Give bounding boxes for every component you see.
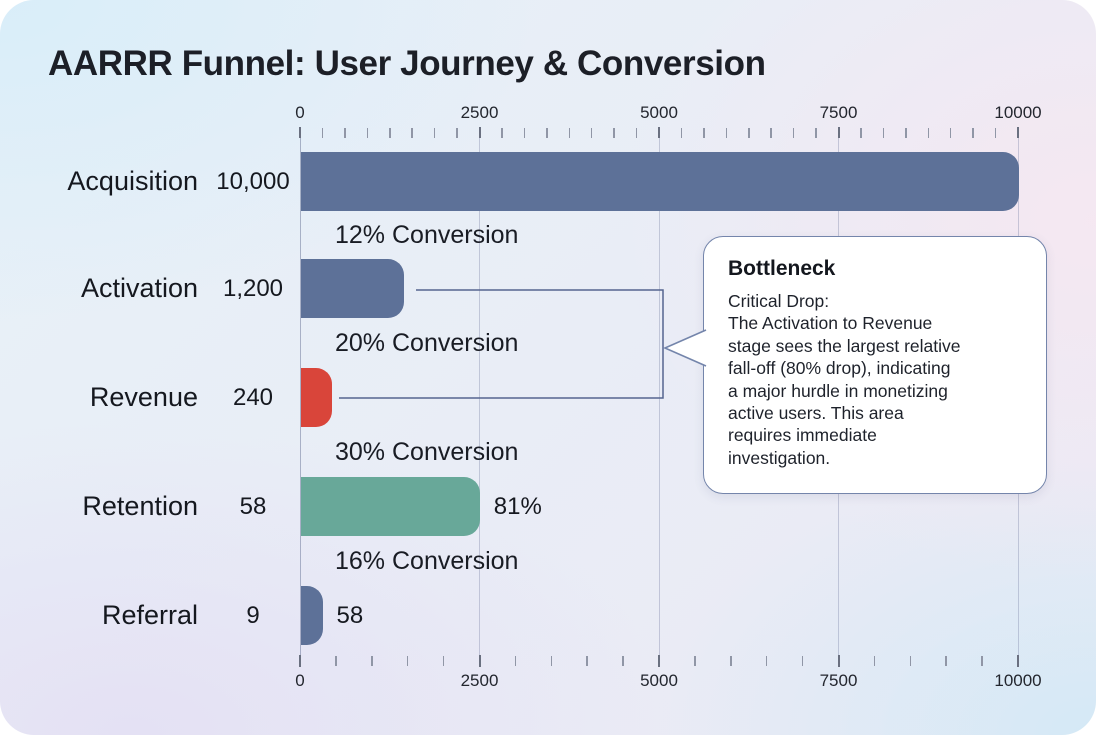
top-axis-minor-tick [411,128,413,138]
bottom-axis-minor-tick [442,656,445,666]
bottom-axis-label-10000: 10000 [994,671,1042,690]
top-axis-minor-tick [815,128,817,138]
bottom-axis-minor-tick [694,656,696,666]
top-axis-minor-tick [770,128,772,138]
top-axis-minor-tick [748,128,750,138]
bar-outside-label-referral: 58 [336,601,364,629]
top-axis-minor-tick [456,128,458,138]
bottom-axis-minor-tick [550,656,553,666]
bottom-axis-tick-10000 [1017,655,1019,667]
top-axis-label-2500: 2500 [460,103,499,122]
top-axis-minor-tick [590,128,593,138]
bottom-axis-tick-0 [299,655,301,667]
top-axis-minor-tick [613,128,615,138]
top-axis-label-5000: 5000 [640,103,678,122]
bottom-axis-minor-tick [406,656,409,666]
bottom-axis-tick-2500 [478,655,481,667]
top-axis-tick-7500 [837,127,840,138]
bar-revenue [301,368,332,427]
callout-title: Bottleneck [728,257,836,280]
top-axis-minor-tick [703,128,705,138]
top-axis-minor-tick [546,128,548,138]
value-label-activation: 1,200 [222,274,284,302]
value-label-revenue: 240 [232,383,274,411]
bottom-axis-label-5000: 5000 [640,671,678,690]
axis-zero-line [299,130,301,655]
top-axis-minor-tick [568,128,570,138]
bottom-axis-minor-tick [981,656,983,666]
chart-title: AARRR Funnel: User Journey & Conversion [48,44,766,83]
top-axis-minor-tick [927,128,929,138]
top-axis-minor-tick [366,128,369,138]
bar-acquisition [301,152,1019,211]
top-axis-minor-tick [389,128,391,138]
top-axis-tick-10000 [1017,127,1019,138]
top-axis-tick-5000 [658,127,660,138]
bottom-axis-minor-tick [335,656,337,666]
bar-retention [301,477,480,536]
top-axis-minor-tick [725,128,728,138]
category-label-retention: Retention [82,491,198,521]
category-label-acquisition: Acquisition [67,166,198,196]
value-label-referral: 9 [246,601,260,629]
category-label-activation: Activation [80,273,198,303]
bottom-axis-minor-tick [873,656,876,666]
bottom-axis-label-7500: 7500 [819,671,858,690]
top-axis-minor-tick [882,128,885,138]
conversion-label-3: 30% Conversion [335,437,519,466]
top-axis-minor-tick [860,128,862,138]
top-axis-tick-2500 [478,127,481,138]
top-axis-minor-tick [972,128,974,138]
category-label-revenue: Revenue [89,382,198,412]
bottom-axis-tick-5000 [658,655,660,667]
bottom-axis-minor-tick [909,656,912,666]
bottom-axis-minor-tick [765,656,768,666]
bottom-axis-tick-7500 [837,655,840,667]
bottom-axis-minor-tick [622,656,624,666]
top-axis-minor-tick [523,128,526,138]
bottom-axis-minor-tick [514,656,517,666]
top-axis-minor-tick [680,128,683,138]
top-axis-minor-tick [433,128,436,138]
bottom-axis-minor-tick [586,656,588,666]
top-axis-minor-tick [635,128,638,138]
top-axis-tick-0 [299,127,301,138]
bar-referral [301,586,323,645]
category-label-referral: Referral [101,600,198,630]
top-axis-minor-tick [344,128,346,138]
value-label-retention: 58 [239,492,267,520]
bottom-axis-minor-tick [730,656,732,666]
value-label-acquisition: 10,000 [216,167,290,195]
top-axis-label-7500: 7500 [819,103,858,122]
bottom-axis-label-0: 0 [295,671,305,690]
top-axis-minor-tick [792,128,795,138]
top-axis-minor-tick [949,128,952,138]
bar-activation [301,259,404,318]
top-axis-minor-tick [501,128,503,138]
top-axis-minor-tick [905,128,907,138]
callout-body: Critical Drop: The Activation to Revenue… [728,291,961,468]
conversion-label-2: 20% Conversion [335,328,519,357]
bottom-axis-minor-tick [801,656,804,666]
top-axis-label-10000: 10000 [994,103,1042,122]
conversion-label-1: 12% Conversion [335,220,519,249]
top-axis-minor-tick [321,128,324,138]
conversion-label-4: 16% Conversion [335,546,519,575]
top-axis-minor-tick [994,128,997,138]
bottom-axis-minor-tick [371,656,373,666]
bottleneck-callout: Bottleneck Critical Drop: The Activation… [703,236,1047,494]
bottom-axis-label-2500: 2500 [460,671,499,690]
bottom-axis-minor-tick [945,656,947,666]
bar-outside-label-retention: 81% [493,492,542,520]
top-axis-label-0: 0 [295,103,305,122]
